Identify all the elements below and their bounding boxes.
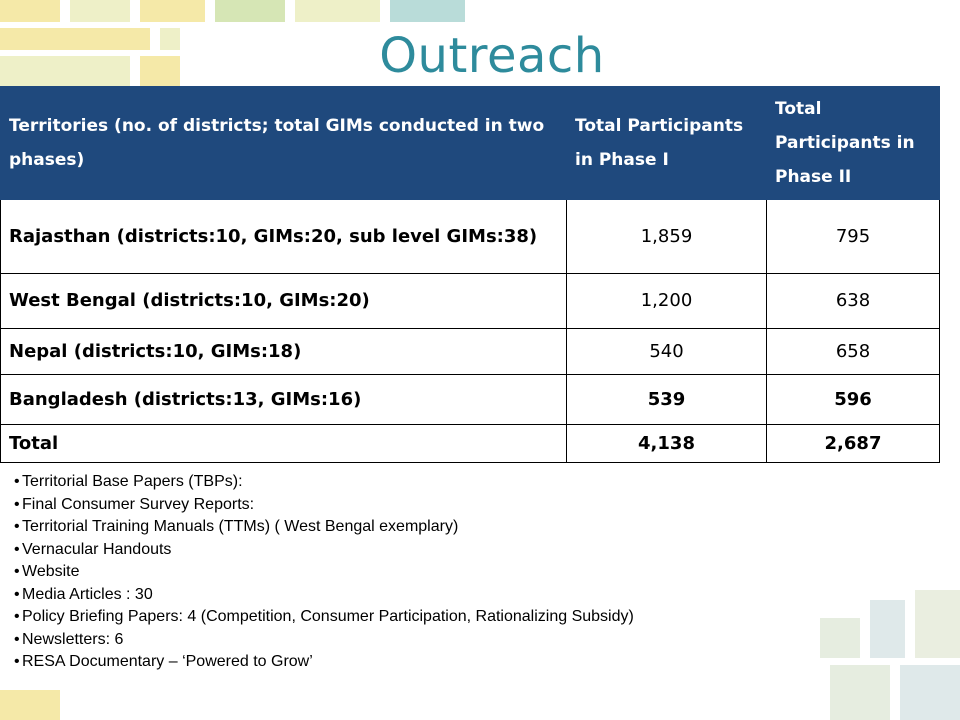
decor-tile <box>0 0 60 22</box>
decor-tile <box>915 590 960 658</box>
list-item-text: Policy Briefing Papers: 4 (Competition, … <box>22 608 634 625</box>
decor-tile <box>900 665 960 720</box>
table-row: West Bengal (districts:10, GIMs:20) 1,20… <box>0 273 940 329</box>
phase2-cell: 638 <box>766 273 940 329</box>
decor-tile <box>0 28 150 50</box>
list-item-text: Territorial Training Manuals (TTMs) ( We… <box>22 518 459 535</box>
page-title: Outreach <box>379 28 605 84</box>
decor-tile <box>160 28 180 50</box>
list-item: • Media Articles : 30 <box>14 584 634 607</box>
bullet-marker: • <box>14 630 20 648</box>
list-item-text: Final Consumer Survey Reports: <box>22 495 255 513</box>
decor-tile <box>870 600 905 658</box>
territory-cell: Rajasthan (districts:10, GIMs:20, sub le… <box>0 199 567 274</box>
list-item: • Territorial Base Papers (TBPs): <box>14 471 634 494</box>
list-item: • RESA Documentary – ‘Powered to Grow’ <box>14 651 634 674</box>
decor-tile <box>0 56 130 86</box>
decor-tile <box>295 0 380 22</box>
bullet-marker: • <box>14 518 20 535</box>
list-item-text: RESA Documentary – ‘Powered to Grow’ <box>22 653 313 670</box>
list-item-text: Vernacular Handouts <box>22 540 172 558</box>
phase1-cell: 540 <box>566 328 767 375</box>
phase1-total-cell: 4,138 <box>566 424 767 463</box>
list-item: • Final Consumer Survey Reports: <box>14 494 634 517</box>
list-item: • Website <box>14 561 634 584</box>
phase2-cell: 596 <box>766 374 940 425</box>
phase2-cell: 658 <box>766 328 940 375</box>
list-item: • Vernacular Handouts <box>14 539 634 562</box>
outreach-table: Territories (no. of districts; total GIM… <box>0 86 940 463</box>
output-bullet-list: • Territorial Base Papers (TBPs): • Final … <box>14 471 634 674</box>
bullet-marker: • <box>14 608 20 625</box>
list-item: • Newsletters: 6 <box>14 629 634 652</box>
table-total-row: Total 4,138 2,687 <box>0 424 940 463</box>
decor-tile <box>390 0 465 22</box>
bullet-marker: • <box>14 563 20 580</box>
decor-tile <box>830 665 890 720</box>
bullet-marker: • <box>14 585 20 603</box>
table-header-row: Territories (no. of districts; total GIM… <box>0 86 940 200</box>
phase1-cell: 1,200 <box>566 273 767 329</box>
decor-tile <box>140 56 180 86</box>
territory-cell: West Bengal (districts:10, GIMs:20) <box>0 273 567 329</box>
column-header-phase2: Total Participants in Phase II <box>766 86 940 200</box>
list-item-text: Newsletters: 6 <box>22 630 124 648</box>
list-item-text: Territorial Base Papers (TBPs): <box>22 473 243 490</box>
column-header-phase1: Total Participants in Phase I <box>566 86 767 200</box>
phase1-cell: 1,859 <box>566 199 767 274</box>
total-label-cell: Total <box>0 424 567 463</box>
phase1-cell: 539 <box>566 374 767 425</box>
phase2-cell: 795 <box>766 199 940 274</box>
list-item-text: Media Articles : 30 <box>22 585 153 603</box>
decor-tile <box>820 618 860 658</box>
bullet-marker: • <box>14 495 20 513</box>
column-header-territories: Territories (no. of districts; total GIM… <box>0 86 567 200</box>
bullet-marker: • <box>14 653 20 670</box>
list-item: • Policy Briefing Papers: 4 (Competition,… <box>14 606 634 629</box>
table-row: Rajasthan (districts:10, GIMs:20, sub le… <box>0 199 940 274</box>
decor-tile <box>0 690 60 720</box>
table-row: Nepal (districts:10, GIMs:18) 540 658 <box>0 328 940 375</box>
phase2-total-cell: 2,687 <box>766 424 940 463</box>
territory-cell: Bangladesh (districts:13, GIMs:16) <box>0 374 567 425</box>
decor-tile <box>215 0 285 22</box>
bullet-marker: • <box>14 473 20 490</box>
list-item-text: Website <box>22 563 80 580</box>
decor-tile <box>70 0 130 22</box>
territory-cell: Nepal (districts:10, GIMs:18) <box>0 328 567 375</box>
decor-tile <box>140 0 205 22</box>
table-row: Bangladesh (districts:13, GIMs:16) 539 5… <box>0 374 940 425</box>
bullet-marker: • <box>14 540 20 558</box>
list-item: • Territorial Training Manuals (TTMs) ( W… <box>14 516 634 539</box>
